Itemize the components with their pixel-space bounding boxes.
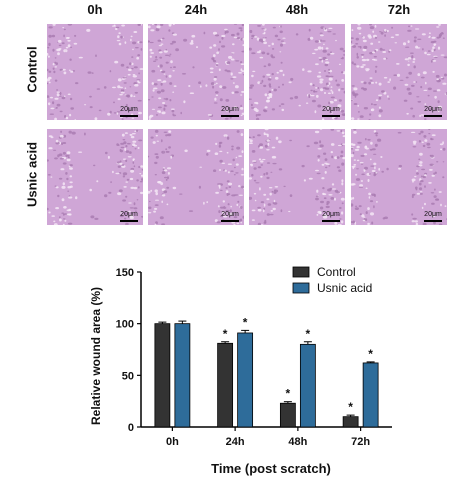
bar-usnic-acid-72h (362, 362, 379, 428)
legend-swatch-control (292, 266, 310, 278)
bar-control-24h (217, 342, 234, 428)
wound-area-bar-chart: 0 50 100 150 0h 24h * * 48h * * 72h * * Control Usnic a… (89, 265, 392, 476)
scale-bar: 20μm (221, 211, 239, 222)
column-header-72h: 72h (387, 2, 411, 17)
y-tick-label: 100 (116, 319, 134, 331)
micrograph-control-24h: 20μm (148, 24, 244, 120)
scale-bar-label: 20μm (221, 211, 239, 218)
scale-bar: 20μm (424, 106, 442, 117)
scale-bar-label: 20μm (322, 211, 340, 218)
significance-marker: * (306, 327, 311, 341)
y-tick-label: 50 (122, 370, 134, 382)
scale-bar-label: 20μm (424, 106, 442, 113)
scale-bar: 20μm (424, 211, 442, 222)
x-tick-label: 72h (351, 436, 370, 448)
scale-bar-line (120, 115, 138, 117)
y-tick-label: 150 (116, 267, 134, 279)
column-header-0h: 0h (87, 2, 103, 17)
bar-usnic-acid-0h (174, 323, 191, 428)
x-tick-label: 24h (226, 436, 245, 448)
scale-bar: 20μm (322, 106, 340, 117)
micrograph-control-72h: 20μm (351, 24, 447, 120)
micrograph-usnic-acid-0h: 20μm (47, 129, 143, 225)
scale-bar-label: 20μm (424, 211, 442, 218)
micrograph-usnic-acid-72h: 20μm (351, 129, 447, 225)
scale-bar-line (322, 220, 340, 222)
row-header-control: Control (24, 46, 40, 93)
micrograph-control-0h: 20μm (47, 24, 143, 120)
y-tick-label: 0 (128, 422, 134, 434)
bar-control-0h (154, 323, 171, 428)
x-axis-label: Time (post scratch) (211, 461, 331, 476)
x-tick-label: 48h (288, 436, 307, 448)
scale-bar-line (120, 220, 138, 222)
micrograph-control-48h: 20μm (249, 24, 345, 120)
micrograph-usnic-acid-48h: 20μm (249, 129, 345, 225)
scale-bar: 20μm (322, 211, 340, 222)
micrograph-usnic-acid-24h: 20μm (148, 129, 244, 225)
legend-label-control: Control (317, 265, 356, 279)
legend-label-usnic-acid: Usnic acid (317, 281, 372, 295)
bar-control-48h (279, 402, 296, 428)
column-header-24h: 24h (184, 2, 208, 17)
significance-marker: * (368, 347, 373, 361)
x-tick-label: 0h (166, 436, 179, 448)
scale-bar-label: 20μm (120, 106, 138, 113)
scale-bar: 20μm (120, 106, 138, 117)
scale-bar-line (424, 220, 442, 222)
scale-bar-line (221, 220, 239, 222)
scale-bar-label: 20μm (221, 106, 239, 113)
legend-swatch-usnic-acid (292, 282, 310, 294)
scale-bar: 20μm (120, 211, 138, 222)
significance-marker: * (286, 387, 291, 401)
y-axis-label: Relative wound area (%) (89, 287, 103, 425)
significance-marker: * (223, 327, 228, 341)
scale-bar-line (221, 115, 239, 117)
bar-control-72h (342, 416, 359, 428)
scale-bar-line (424, 115, 442, 117)
column-header-48h: 48h (285, 2, 309, 17)
scale-bar: 20μm (221, 106, 239, 117)
bar-usnic-acid-24h (237, 332, 254, 428)
row-header-usnic-acid: Usnic acid (24, 141, 40, 208)
scale-bar-label: 20μm (120, 211, 138, 218)
scale-bar-label: 20μm (322, 106, 340, 113)
significance-marker: * (348, 400, 353, 414)
bar-usnic-acid-48h (299, 343, 316, 428)
significance-marker: * (243, 315, 248, 329)
scale-bar-line (322, 115, 340, 117)
